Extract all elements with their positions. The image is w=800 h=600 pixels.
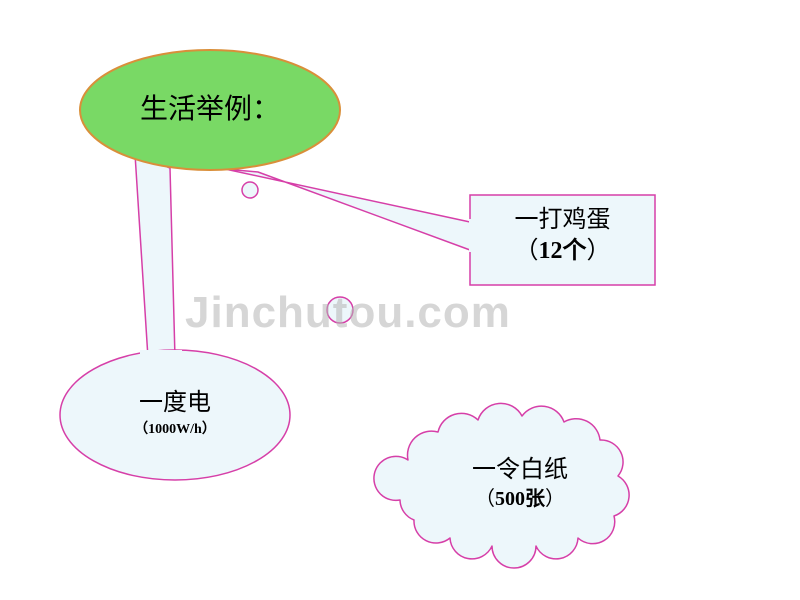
electricity-ellipse [60,350,290,480]
paper-cloud [374,403,629,568]
eggs-box [470,195,655,285]
accent-ring-small [242,182,258,198]
electricity-callout-tail [135,154,175,358]
eggs-callout-tail [225,169,470,250]
diagram-canvas [0,0,800,600]
accent-ring-medium [327,297,353,323]
main-ellipse [80,50,340,170]
